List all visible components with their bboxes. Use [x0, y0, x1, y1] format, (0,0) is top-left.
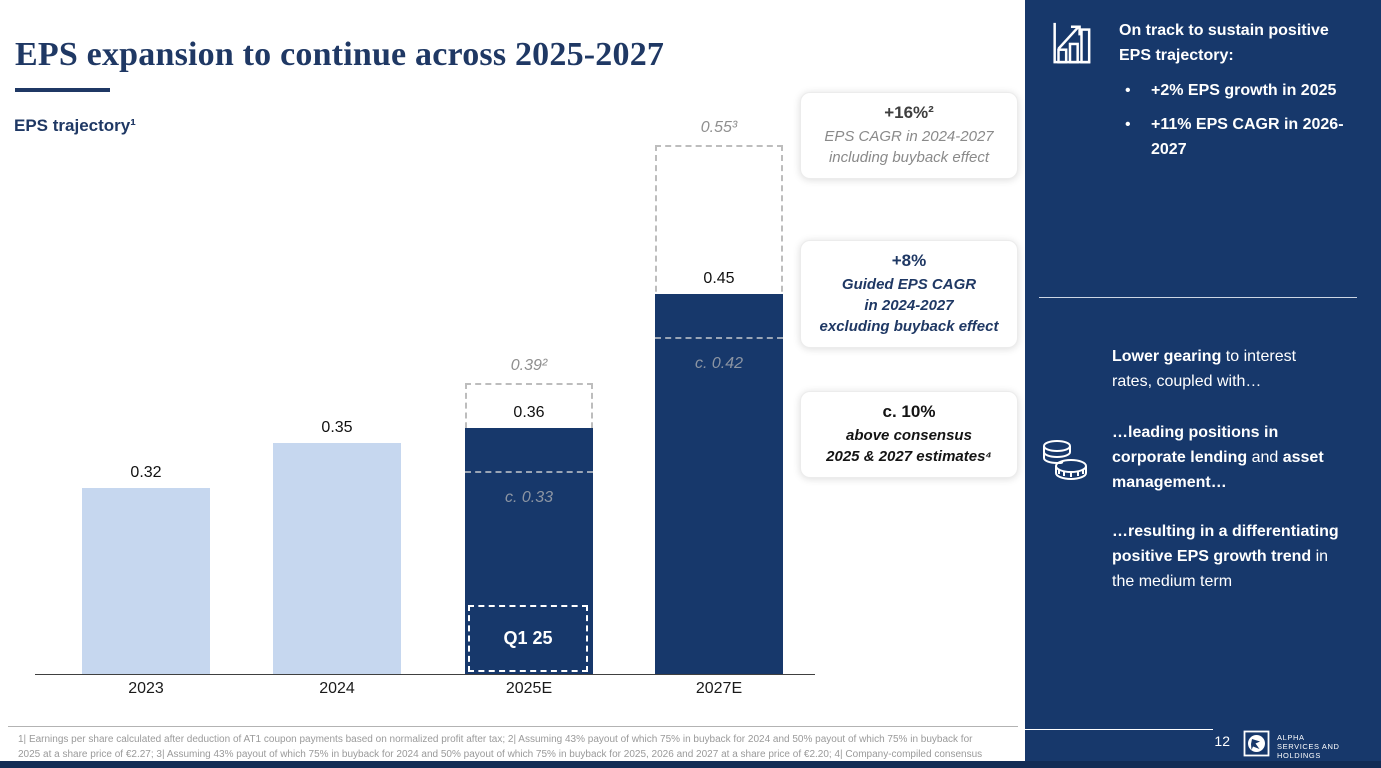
sidebar-bullet-list: +2% EPS growth in 2025 +11% EPS CAGR in …: [1125, 78, 1350, 171]
sidebar-footer-line: [1025, 729, 1213, 730]
sidebar-heading: On track to sustain positive EPS traject…: [1119, 22, 1329, 64]
sidebar-paragraph-leading-positions: …leading positions in corporate lending …: [1112, 420, 1340, 495]
interim-value-label-2025E: c. 0.33: [504, 489, 554, 506]
callout-guided-eps-cagr: +8% Guided EPS CAGR in 2024-2027 excludi…: [800, 240, 1018, 348]
text-segment: asset management…: [1112, 449, 1324, 491]
footnote-separator: [8, 726, 1018, 727]
callout-above-consensus: c. 10% above consensus 2025 & 2027 estim…: [800, 391, 1018, 478]
growth-chart-icon: [1047, 20, 1093, 71]
title-underline: [15, 88, 110, 92]
logo-line2: SERVICES AND HOLDINGS: [1277, 741, 1340, 760]
sidebar-paragraph-eps-growth-trend: …resulting in a differentiating positive…: [1112, 519, 1340, 594]
text-segment: …resulting in a differentiating positive…: [1112, 523, 1339, 565]
category-label-2027E: 2027E: [695, 680, 743, 697]
sidebar-paragraph-lower-gearing: Lower gearing to interest rates, coupled…: [1112, 344, 1340, 394]
bar-2025E: [465, 428, 593, 674]
eps-bar-chart: 0.32 2023 0.35 2024 0.39² 0.36 c. 0.33 Q1 25 202…: [35, 100, 815, 697]
company-logo: ALPHA SERVICES AND HOLDINGS: [1243, 730, 1381, 762]
category-label-2025E: 2025E: [505, 680, 553, 697]
projected-value-label-2027E: 0.55³: [700, 119, 738, 136]
footnote-line1: 1| Earnings per share calculated after d…: [18, 734, 973, 745]
interim-value-label-2027E: c. 0.42: [694, 355, 744, 372]
sidebar-bullet: +2% EPS growth in 2025: [1125, 78, 1350, 103]
q1-segment-box-2025E: Q1 25: [468, 605, 588, 672]
callout-headline: +8%: [891, 251, 927, 270]
callout-headline: c. 10%: [882, 402, 936, 421]
x-axis-line: [35, 674, 815, 675]
sidebar-divider: [1039, 297, 1357, 298]
callout-line: including buyback effect: [828, 149, 990, 166]
category-label-2023: 2023: [128, 680, 164, 697]
text-segment: in the medium term: [1112, 548, 1329, 590]
text-segment: Lower gearing: [1112, 348, 1222, 365]
callout-line: excluding buyback effect: [819, 318, 999, 335]
value-label-2024: 0.35: [321, 419, 353, 436]
sidebar-bullet: +11% EPS CAGR in 2026-2027: [1125, 112, 1350, 162]
interim-dashed-line-2025E: [465, 471, 593, 473]
bar-2027E: [655, 294, 783, 674]
bar-2023: [82, 488, 210, 674]
text-segment: to interest rates, coupled with…: [1112, 348, 1297, 390]
text-segment: …leading positions in corporate lending: [1112, 424, 1279, 466]
callout-eps-cagr-incl-buyback: +16%² EPS CAGR in 2024-2027 including bu…: [800, 92, 1018, 179]
bar-2024: [273, 443, 401, 674]
footnotes: 1| Earnings per share calculated after d…: [18, 732, 1018, 762]
callout-headline: +16%²: [884, 103, 934, 122]
callout-line: EPS CAGR in 2024-2027: [824, 128, 994, 145]
value-label-2023: 0.32: [130, 464, 162, 481]
value-label-2027E: 0.45: [703, 270, 735, 287]
q1-segment-label: Q1 25: [503, 628, 553, 648]
projected-value-label-2025E: 0.39²: [510, 357, 548, 374]
callout-line: in 2024-2027: [864, 297, 954, 314]
chart-title: EPS trajectory¹: [14, 116, 136, 135]
value-label-2025E: 0.36: [513, 404, 545, 421]
callout-line: 2025 & 2027 estimates⁴: [826, 448, 992, 465]
text-segment: and: [1247, 449, 1283, 466]
logo-line1: ALPHA: [1277, 732, 1305, 742]
callout-line: Guided EPS CAGR: [841, 276, 977, 293]
callout-line: above consensus: [846, 427, 972, 444]
interim-dashed-line-2027E: [655, 337, 783, 339]
page-number: 12: [1214, 733, 1230, 749]
right-sidebar: On track to sustain positive EPS traject…: [1025, 0, 1381, 768]
logo-text: ALPHA SERVICES AND HOLDINGS: [1277, 733, 1381, 760]
coins-icon: [1038, 436, 1092, 491]
page-title: EPS expansion to continue across 2025-20…: [15, 36, 665, 73]
footnote-line2: 2025 at a share price of €2.27; 3| Assum…: [18, 749, 983, 760]
category-label-2024: 2024: [319, 680, 355, 697]
alpha-logo-icon: [1243, 730, 1270, 762]
bottom-accent-strip: [0, 761, 1381, 768]
